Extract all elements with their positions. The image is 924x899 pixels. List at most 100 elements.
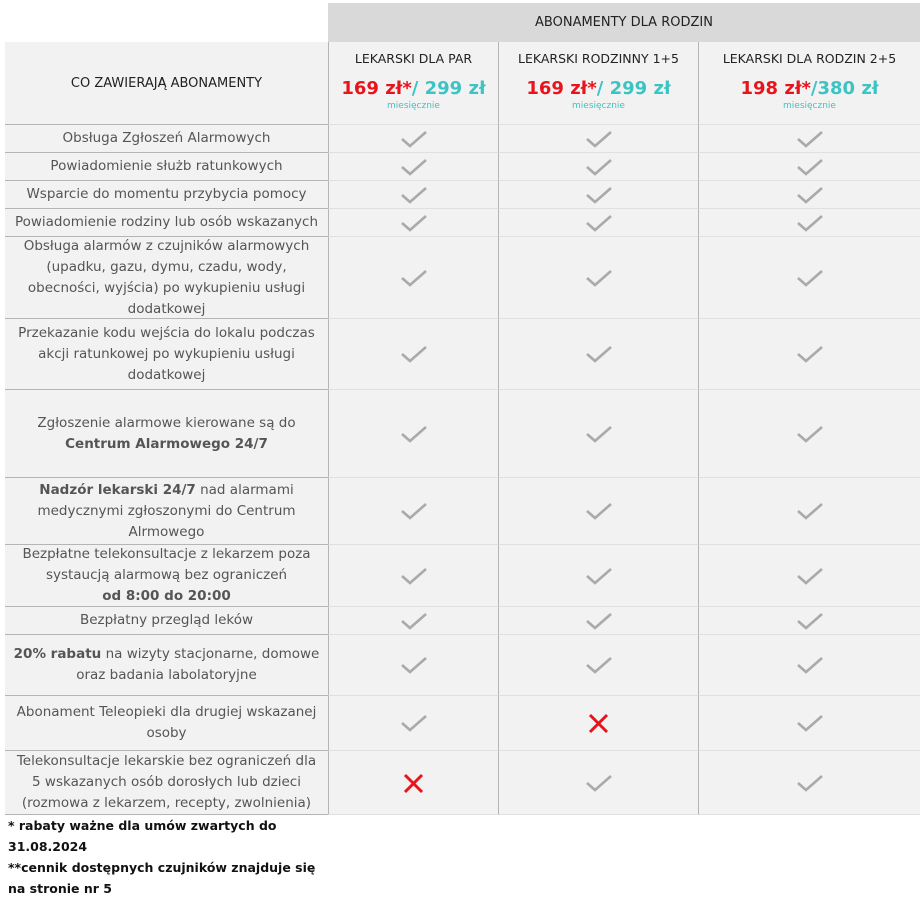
feature-text-bold: od 8:00 do 20:00 xyxy=(102,588,231,604)
feature-text-part: Przekazanie kodu wejścia do lokalu podcz… xyxy=(18,324,315,383)
check-icon xyxy=(400,657,427,674)
feature-text-part: Bezpłatne telekonsultacje z lekarzem poz… xyxy=(22,546,311,583)
feature-text-part: Obsługa alarmów z czujników alarmowych (… xyxy=(23,237,310,317)
check-icon xyxy=(796,269,823,287)
price: 198 zł*/380 zł xyxy=(741,78,879,99)
check-icon xyxy=(400,715,427,732)
check-icon xyxy=(796,158,823,176)
regular-price: / 299 zł xyxy=(411,78,486,99)
check-mark xyxy=(796,214,823,232)
plan-cell xyxy=(328,153,498,181)
plan-cell xyxy=(698,390,920,478)
plan-cell xyxy=(498,125,698,153)
check-mark xyxy=(585,503,612,520)
check-mark xyxy=(796,269,823,287)
check-icon xyxy=(585,657,612,674)
check-icon xyxy=(400,612,427,630)
plan-cell xyxy=(698,181,920,209)
plan-name: LEKARSKI DLA PAR xyxy=(354,51,473,66)
feature-text-part: Bezpłatny przegląd leków xyxy=(79,612,254,628)
check-icon xyxy=(585,186,612,204)
check-icon xyxy=(400,158,427,176)
check-icon xyxy=(585,503,612,520)
plan-cell xyxy=(328,478,498,545)
feature-text: Bezpłatne telekonsultacje z lekarzem poz… xyxy=(11,544,322,607)
regular-price: / 299 zł xyxy=(596,78,671,99)
check-icon xyxy=(400,346,427,363)
price: 169 zł*/ 299 zł xyxy=(341,78,485,99)
check-icon xyxy=(585,425,612,443)
check-mark xyxy=(796,715,823,732)
plan-cell xyxy=(328,545,498,607)
feature-text: Zgłoszenie alarmowe kierowane są do Centr… xyxy=(37,413,295,455)
feature-text-part: nad alarmami medycznymi zgłoszonymi do C… xyxy=(37,481,296,540)
feature-text-bold: Centrum Alarmowego 24/7 xyxy=(65,435,268,452)
feature-text: Nadzór lekarski 24/7 nad alarmami medycz… xyxy=(11,480,322,543)
check-mark xyxy=(585,186,612,204)
plan-header: LEKARSKI DLA PAR 169 zł*/ 299 zł miesięczn… xyxy=(328,42,498,125)
check-icon xyxy=(796,612,823,630)
feature-text-part: Zgłoszenie alarmowe kierowane są do xyxy=(37,414,296,431)
check-mark xyxy=(400,715,427,732)
plan-cell xyxy=(328,751,498,815)
plan-name: LEKARSKI DLA RODZIN 2+5 xyxy=(722,51,897,66)
plan-cell xyxy=(498,319,698,390)
feature-text-bold: 20% rabatu xyxy=(13,646,102,662)
check-mark xyxy=(400,130,427,148)
cross-mark xyxy=(588,713,608,734)
plan-cell xyxy=(698,545,920,607)
feature-text-part: na wizyty stacjonarne, domowe oraz badan… xyxy=(76,646,320,683)
plan-cell xyxy=(328,237,498,319)
plan-cell xyxy=(698,478,920,545)
feature-text: Powiadomienie rodziny lub osób wskazanyc… xyxy=(15,212,318,233)
plan-cell xyxy=(698,607,920,635)
feature-cell: Bezpłatne telekonsultacje z lekarzem poz… xyxy=(5,545,328,607)
check-icon xyxy=(400,567,427,585)
check-mark xyxy=(400,567,427,585)
check-mark xyxy=(400,346,427,363)
check-icon xyxy=(796,130,823,148)
check-mark xyxy=(400,657,427,674)
check-mark xyxy=(585,567,612,585)
check-icon xyxy=(796,657,823,674)
check-icon xyxy=(796,214,823,232)
feature-text: Przekazanie kodu wejścia do lokalu podcz… xyxy=(11,323,322,386)
plan-cell xyxy=(498,390,698,478)
feature-cell: Obsługa alarmów z czujników alarmowych (… xyxy=(5,237,328,319)
cross-mark xyxy=(403,773,423,793)
feature-text-part: Wsparcie do momentu przybycia pomocy xyxy=(26,186,307,202)
feature-text: Telekonsultacje lekarskie bez ograniczeń… xyxy=(11,751,322,814)
plan-cell xyxy=(328,635,498,696)
feature-cell: Powiadomienie rodziny lub osób wskazanyc… xyxy=(5,209,328,237)
plan-cell xyxy=(698,696,920,751)
plan-cell xyxy=(498,545,698,607)
period: miesięcznie xyxy=(783,101,836,111)
plan-cell xyxy=(498,153,698,181)
check-mark xyxy=(400,503,427,520)
plan-cell xyxy=(698,209,920,237)
feature-text: Wsparcie do momentu przybycia pomocy xyxy=(26,184,306,205)
feature-text: Bezpłatny przegląd leków xyxy=(80,610,253,631)
cross-icon xyxy=(588,713,608,734)
plan-name: LEKARSKI RODZINNY 1+5 xyxy=(518,51,679,66)
feature-text: Abonament Teleopieki dla drugiej wskazan… xyxy=(11,702,322,744)
check-mark xyxy=(796,657,823,674)
feature-text: Obsługa Zgłoszeń Alarmowych xyxy=(63,128,271,149)
check-icon xyxy=(400,214,427,232)
feature-cell: 20% rabatu na wizyty stacjonarne, domowe… xyxy=(5,635,328,696)
feature-text: Powiadomienie służb ratunkowych xyxy=(50,156,282,177)
feature-cell: Przekazanie kodu wejścia do lokalu podcz… xyxy=(5,319,328,390)
period: miesięcznie xyxy=(387,101,440,111)
check-icon xyxy=(796,715,823,732)
feature-text-part: Obsługa Zgłoszeń Alarmowych xyxy=(62,130,271,146)
check-mark xyxy=(796,346,823,363)
check-mark xyxy=(400,158,427,176)
check-mark xyxy=(585,130,612,148)
check-mark xyxy=(585,214,612,232)
check-mark xyxy=(400,186,427,204)
check-mark xyxy=(585,158,612,176)
footnote: **cennik dostępnych czujników znajduje s… xyxy=(8,860,316,896)
check-icon xyxy=(796,567,823,585)
check-icon xyxy=(796,503,823,520)
